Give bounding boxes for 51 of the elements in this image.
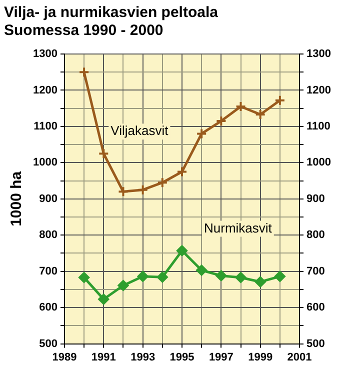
point: [254, 276, 266, 288]
y2-tick-label: 1300: [306, 48, 332, 60]
x-tick-label: 1993: [130, 351, 156, 364]
y-tick-label: 500: [39, 338, 58, 350]
y2-tick-label: 900: [306, 192, 325, 205]
y2-tick-label: 700: [306, 265, 325, 278]
point: [156, 272, 168, 283]
point: [176, 245, 188, 256]
y-tick-label: 700: [39, 265, 58, 278]
point: [78, 272, 90, 284]
y-tick-label: 800: [39, 229, 58, 242]
point: [176, 166, 188, 178]
point: [216, 270, 227, 282]
point: [254, 108, 266, 120]
x-tick-label: 1991: [91, 351, 116, 364]
y-tick-label: 900: [39, 192, 58, 205]
point: [98, 294, 110, 305]
y2-tick-label: 600: [306, 302, 325, 314]
point: [196, 264, 208, 276]
y-tick-label: 1100: [34, 120, 58, 132]
point: [98, 148, 110, 160]
y-tick-label: 1200: [32, 84, 58, 96]
x-tick-label: 1997: [208, 351, 234, 364]
y2-tick-label: 500: [306, 338, 325, 350]
point: [235, 272, 246, 284]
point: [235, 101, 246, 112]
point: [78, 66, 90, 78]
point: [118, 186, 129, 198]
y2-tick-label: 1000: [306, 156, 332, 169]
y-axis-title: 1000 ha: [8, 170, 26, 226]
point: [274, 94, 286, 106]
chart-title: Vilja- ja nurmikasvien peltoala Suomessa 1990 - 2000: [4, 4, 219, 40]
y-tick-label: 1300: [32, 48, 58, 60]
point: [274, 270, 286, 282]
y2-tick-label: 1200: [306, 84, 332, 96]
point: [196, 128, 208, 140]
series-label: Viljakasvit: [110, 123, 169, 138]
point: [137, 184, 148, 196]
series-label: Nurmikasvit: [204, 220, 272, 236]
point: [118, 280, 129, 291]
point: [137, 270, 148, 282]
y2-tick-label: 1100: [306, 120, 330, 132]
point: [216, 116, 227, 127]
point: [156, 177, 168, 188]
y2-tick-label: 800: [306, 229, 325, 242]
x-tick-label: 2001: [287, 351, 312, 364]
x-tick-label: 1999: [248, 351, 273, 364]
y-tick-label: 1000: [32, 156, 58, 169]
x-tick-label: 1989: [52, 351, 77, 364]
x-tick-label: 1995: [170, 351, 194, 364]
y-tick-label: 600: [39, 302, 58, 314]
